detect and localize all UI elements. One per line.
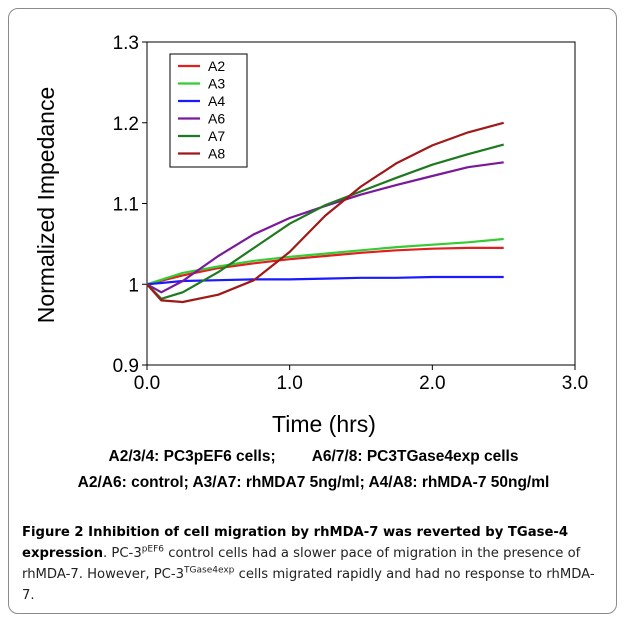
y-tick-label: 1.3 [113,33,139,54]
condition-note-right: A6/7/8: PC3TGase4exp cells [311,448,519,465]
y-tick-label: 0.9 [113,356,139,377]
condition-note-1: A2/3/4: PC3pEF6 cells; A6/7/8: PC3TGase4… [0,448,627,466]
x-tick-label: 0.0 [134,373,160,394]
y-tick-label: 1.1 [113,195,139,216]
legend-box [169,53,248,168]
caption-sup-1: pEF6 [141,544,165,555]
series-line-a2 [146,246,504,286]
caption-sup-2: TGase4exp [184,565,235,576]
caption-text-1: . PC-3 [103,546,142,561]
legend-label-a8: A8 [208,146,225,162]
x-tick-label: 3.0 [562,373,588,394]
y-tick-label: 1.2 [113,114,139,135]
series-line-a3 [146,237,504,286]
legend-label-a2: A2 [208,58,225,74]
condition-note-2: A2/A6: control; A3/A7: rhMDA7 5ng/ml; A4… [77,474,550,491]
caption-text-2: control cells had a slower pace of migra… [22,546,581,582]
legend-label-a6: A6 [208,111,225,127]
series-line-a7 [146,143,504,300]
series-line-a8 [146,121,504,304]
caption-title: Figure 2 Inhibition of cell migration by… [22,525,569,561]
caption-text-3: cells migrated rapidly and had no respon… [22,567,595,603]
impedance-chart: Normalized Impedance Time (hrs) 0.9 1 1.1 1… [33,33,588,437]
y-axis-label: Normalized Impedance [33,87,59,324]
series-line-a4 [146,275,504,286]
legend-label-a3: A3 [208,76,225,92]
legend-label-a7: A7 [208,128,225,144]
x-tick-label: 1.0 [276,373,302,394]
x-axis-label: Time (hrs) [272,411,376,437]
series-line-a6 [146,161,504,294]
y-tick-label: 1 [128,275,139,296]
condition-note-left: A2/3/4: PC3pEF6 cells; [108,448,276,465]
figure-caption: Figure 2 Inhibition of cell migration by… [22,522,607,606]
x-tick-label: 2.0 [419,373,445,394]
legend-label-a4: A4 [208,93,225,109]
